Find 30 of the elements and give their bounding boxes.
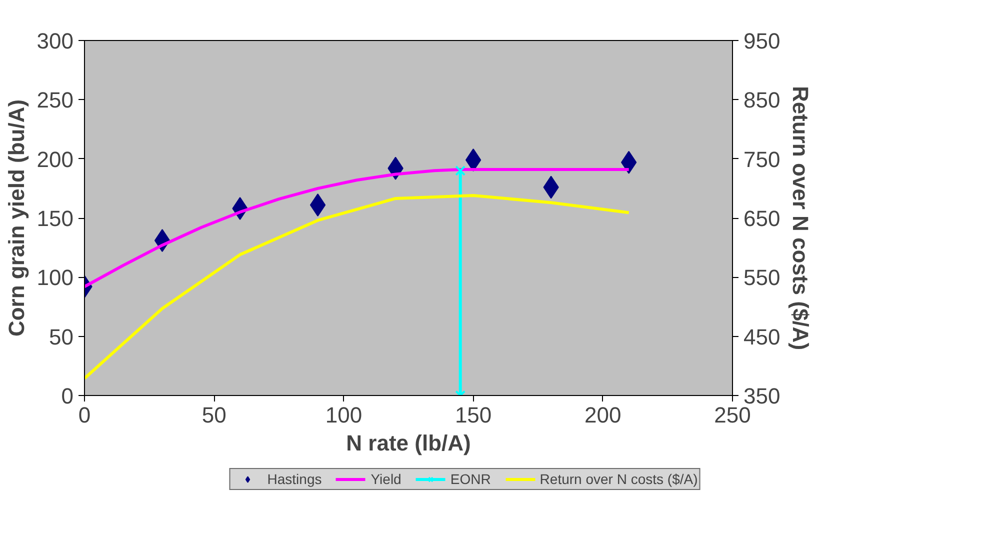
y-tick-label: 50 [49, 324, 74, 350]
y2-tick-label: 450 [744, 324, 780, 350]
point [310, 193, 326, 216]
y-tick-label: 300 [36, 28, 74, 54]
y-tick-label: 150 [36, 206, 74, 231]
x-tick-label: 50 [202, 402, 226, 428]
y2-tick-label: 550 [744, 265, 780, 290]
y-axis-title: Corn grain yield (bu/A) [4, 99, 29, 337]
y-tick-label: 200 [36, 146, 74, 172]
x-tick-label: 100 [325, 402, 362, 428]
line-series [84, 194, 630, 380]
y2-tick-label: 850 [744, 88, 780, 113]
x-axis-title: N rate (lb/A) [346, 430, 471, 456]
x-tick-label: 200 [584, 402, 622, 428]
y2-axis-title: Return over N costs ($/A) [788, 86, 814, 350]
point [455, 165, 466, 176]
y-tick-label: 100 [36, 265, 74, 290]
legend-label: Return over N costs ($/A) [540, 471, 698, 487]
legend-label: Hastings [267, 471, 322, 487]
x-tick-label: 0 [78, 402, 91, 428]
y-tick-label: 0 [61, 384, 74, 408]
y2-tick-label: 650 [744, 206, 780, 231]
legend-label: EONR [450, 471, 491, 487]
legend-label: Yield [370, 471, 402, 487]
point [465, 148, 482, 172]
y-tick-label: 250 [36, 88, 74, 113]
x-tick-label: 150 [454, 402, 492, 428]
point [620, 150, 637, 174]
y2-tick-label: 750 [744, 146, 780, 172]
y2-tick-label: 950 [744, 28, 780, 54]
